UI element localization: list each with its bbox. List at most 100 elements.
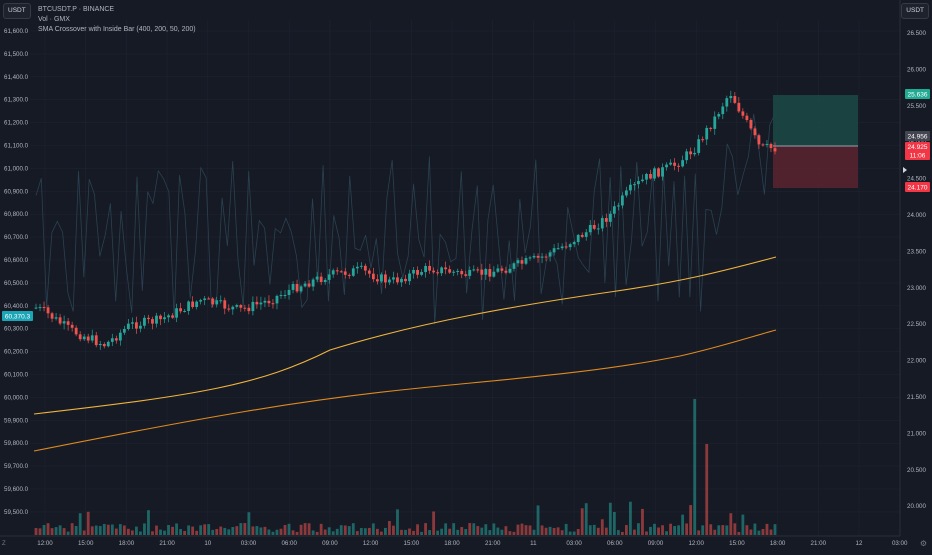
candle-body — [50, 313, 54, 319]
position-tool[interactable] — [773, 95, 858, 188]
right-axis-tick: 20.500 — [907, 467, 926, 474]
candle-body — [729, 96, 733, 99]
candle-body — [323, 279, 327, 283]
volume-bar — [122, 525, 126, 535]
candle-body — [122, 329, 126, 333]
overlay-line — [35, 113, 776, 325]
right-axis-tick: 25.500 — [907, 103, 926, 110]
volume-bar — [74, 526, 78, 535]
volume-bar — [416, 524, 419, 535]
time-axis-tick: 11 — [530, 540, 537, 547]
volume-bar — [504, 526, 508, 535]
volume-bar — [283, 525, 287, 535]
stop-zone[interactable] — [773, 146, 858, 188]
volume-bar — [761, 529, 765, 535]
volume-bar — [159, 529, 162, 535]
candle-body — [347, 274, 351, 276]
volume-bar — [620, 531, 624, 535]
candle-body — [311, 279, 315, 287]
volume-bar — [86, 511, 90, 535]
candle-body — [713, 116, 717, 129]
volume-bar — [452, 523, 456, 535]
strategy-indicator-label[interactable]: SMA Crossover with Inside Bar (400, 200,… — [38, 26, 196, 33]
volume-bar — [223, 527, 227, 535]
left-axis-tick: 60,300.0 — [4, 326, 29, 333]
volume-bar — [717, 525, 721, 535]
candle-body — [396, 277, 399, 283]
sma-slow-line — [33, 329, 777, 452]
volume-bar — [468, 523, 472, 535]
right-axis-tick: 23.000 — [907, 285, 926, 292]
time-axis-tick: 09:00 — [648, 540, 664, 547]
candle-body — [588, 224, 592, 233]
candle-body — [584, 232, 588, 237]
volume-bar — [227, 529, 231, 535]
right-axis-tick: 21.500 — [907, 394, 926, 401]
left-axis-tick: 60,500.0 — [4, 280, 29, 287]
candle-body — [351, 268, 355, 276]
time-axis-tick: 06:00 — [281, 540, 297, 547]
candle-body — [761, 144, 765, 146]
candle-body — [468, 269, 472, 276]
volume-bar — [371, 523, 375, 535]
volume-bar — [46, 523, 50, 535]
volume-bar — [307, 523, 311, 535]
left-axis-tick: 60,900.0 — [4, 188, 29, 195]
zoom-icon[interactable]: Z — [2, 541, 6, 547]
volume-bar — [460, 527, 464, 535]
volume-bar — [404, 529, 407, 535]
right-currency-button[interactable]: USDT — [901, 3, 929, 19]
volume-bar — [480, 527, 484, 535]
candle-body — [155, 315, 158, 324]
volume-bar — [701, 525, 705, 535]
candle-body — [54, 317, 58, 319]
volume-bar — [299, 524, 303, 535]
volume-bar — [685, 523, 689, 535]
target-badge — [905, 89, 930, 99]
volume-bar — [319, 523, 323, 535]
volume-bar — [641, 508, 644, 535]
time-axis-tick: 15:00 — [729, 540, 745, 547]
gear-icon[interactable]: ⚙ — [919, 539, 927, 548]
candle-body — [456, 270, 460, 272]
candle-body — [400, 278, 403, 283]
volume-bar — [38, 528, 42, 535]
volume-bar — [126, 528, 130, 535]
time-axis-tick: 10 — [204, 540, 211, 547]
volume-bar — [363, 528, 367, 535]
candle-body — [187, 301, 191, 312]
volume-bar — [600, 519, 604, 535]
volume-bar — [568, 531, 572, 535]
candle-body — [496, 268, 500, 272]
volume-bar — [311, 530, 315, 535]
volume-bar — [484, 524, 488, 535]
candle-body — [653, 168, 656, 179]
candle-body — [130, 322, 134, 324]
volume-indicator-label[interactable]: Vol · GMX — [38, 16, 70, 23]
candle-body — [444, 267, 448, 270]
candle-body — [773, 148, 777, 152]
volume-bar — [375, 528, 379, 535]
candle-body — [697, 139, 701, 153]
candle-body — [203, 298, 207, 301]
candle-body — [460, 270, 464, 275]
candle-body — [669, 162, 672, 165]
volume-bar — [492, 523, 496, 535]
stop-badge — [905, 182, 930, 192]
volume-bar — [673, 526, 676, 535]
volume-bar — [147, 510, 150, 535]
volume-bar — [175, 523, 178, 535]
symbol-title[interactable]: BTCUSDT.P · BINANCE — [38, 6, 115, 13]
volume-bar — [697, 530, 701, 535]
candle-body — [709, 127, 713, 129]
volume-bar — [396, 509, 399, 535]
left-currency-button[interactable]: USDT — [3, 3, 31, 19]
target-zone[interactable] — [773, 95, 858, 146]
volume-bar — [143, 523, 146, 535]
stop-badge-label: 24.170 — [908, 185, 928, 192]
volume-bar — [456, 529, 460, 535]
volume-bar — [432, 511, 436, 535]
volume-bar — [741, 514, 745, 535]
